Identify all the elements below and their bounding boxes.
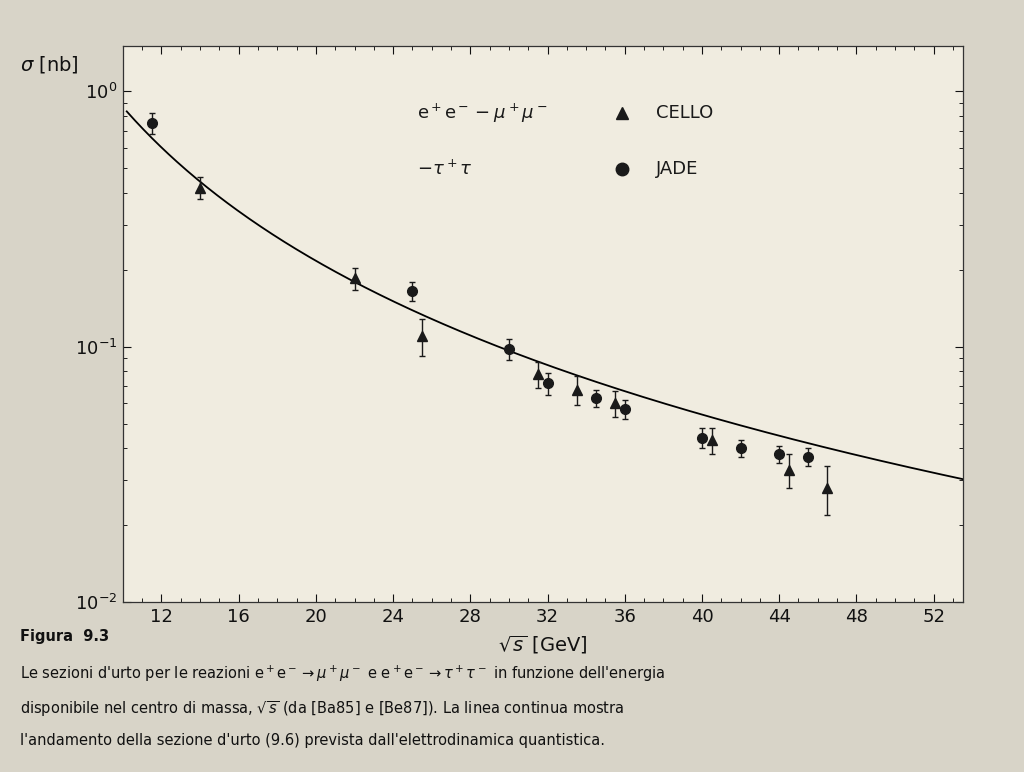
Text: CELLO: CELLO (656, 104, 714, 122)
Text: l'andamento della sezione d'urto (9.6) prevista dall'elettrodinamica quantistica: l'andamento della sezione d'urto (9.6) p… (20, 733, 605, 748)
Text: $-\tau^+\tau$: $-\tau^+\tau$ (417, 159, 472, 178)
Text: Le sezioni d'urto per le reazioni $\mathrm{e^+e^-} \to \mu^+\mu^-$ e $\mathrm{e^: Le sezioni d'urto per le reazioni $\math… (20, 664, 666, 684)
X-axis label: $\sqrt{s}$ [GeV]: $\sqrt{s}$ [GeV] (498, 634, 588, 656)
Text: $\mathrm{e^+e^-} - \mu^+\mu^-$: $\mathrm{e^+e^-} - \mu^+\mu^-$ (417, 101, 548, 124)
Text: $\sigma$ [nb]: $\sigma$ [nb] (20, 54, 79, 75)
Text: JADE: JADE (656, 160, 698, 178)
Text: Figura  9.3: Figura 9.3 (20, 629, 110, 644)
Text: disponibile nel centro di massa, $\sqrt{s}$ (da [Ba85] e [Be87]). La linea conti: disponibile nel centro di massa, $\sqrt{… (20, 699, 625, 719)
